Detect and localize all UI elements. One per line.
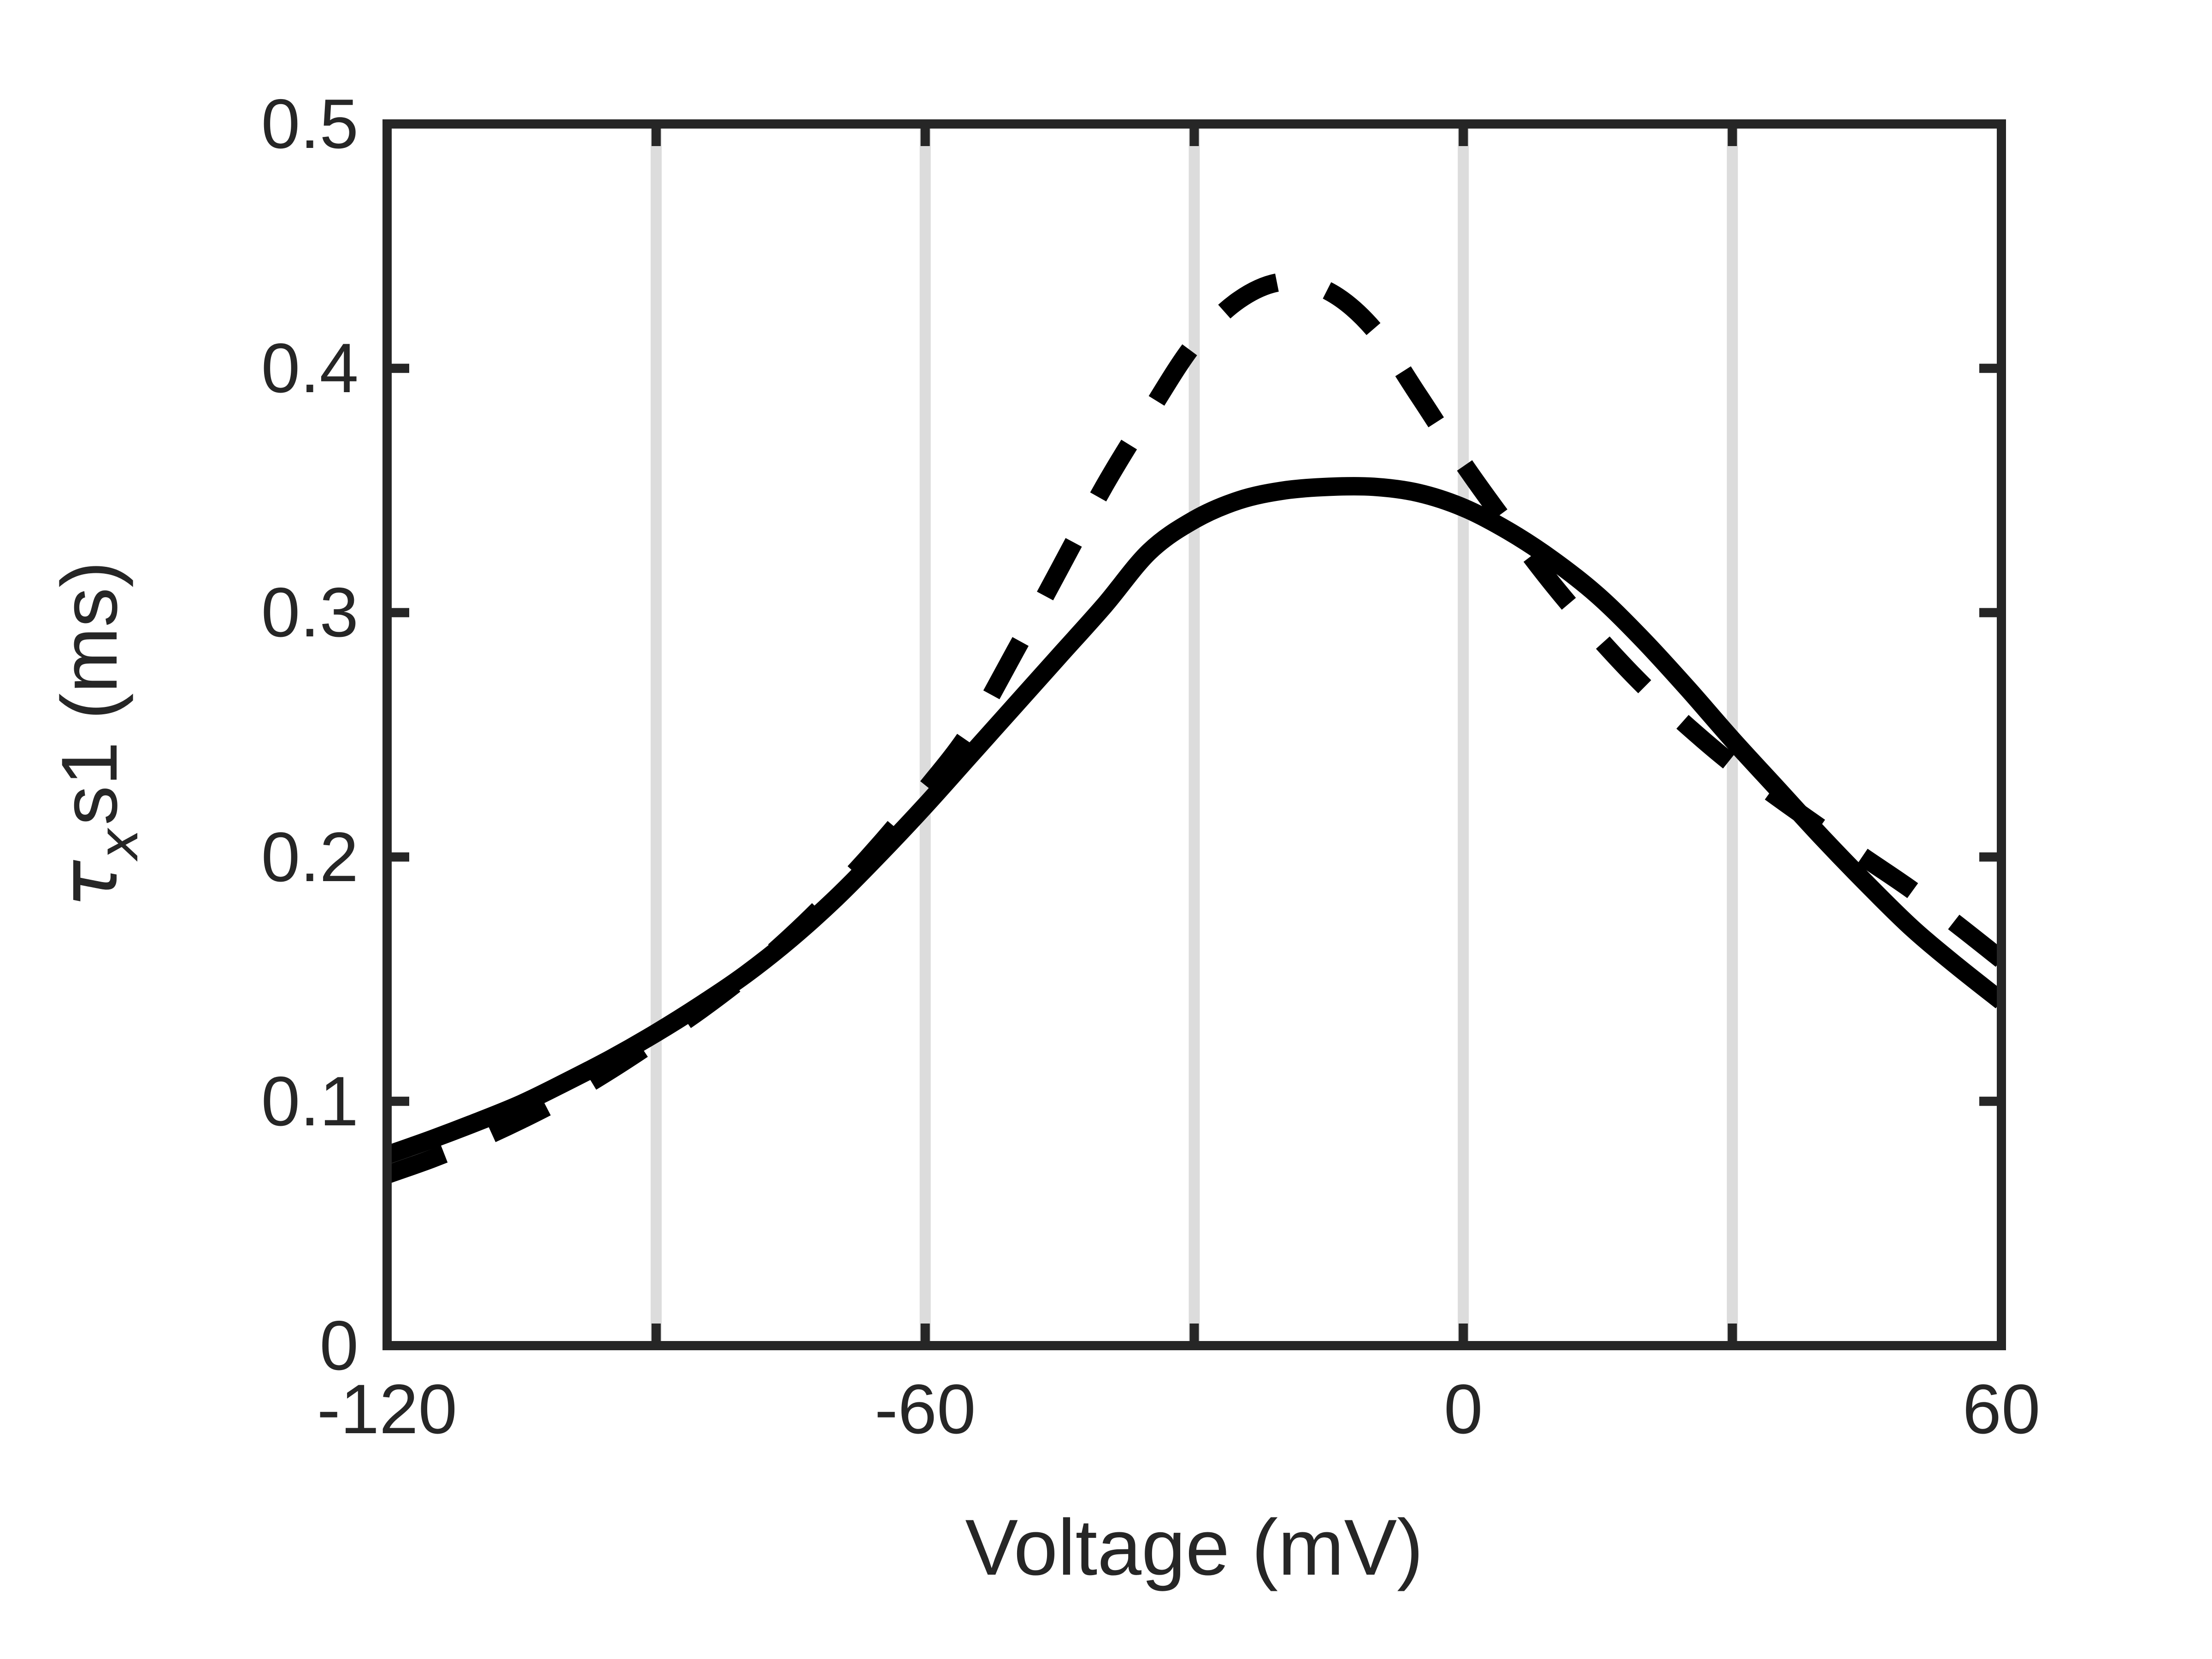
y-tick-label-0.1: 0.1: [261, 1062, 359, 1141]
y-tick-label-0.2: 0.2: [261, 818, 359, 896]
ylabel-suffix: s1 (ms): [45, 561, 134, 825]
x-axis-title: Voltage (mV): [965, 1503, 1424, 1592]
x-tick-label-0: 0: [1444, 1370, 1483, 1448]
ylabel-tau-symbol: τ: [43, 860, 135, 908]
y-tick-label-0: 0: [319, 1306, 359, 1385]
y-tick-label-0.3: 0.3: [261, 573, 359, 652]
curve-solid: [387, 477, 2001, 1164]
x-tick-label--60: -60: [874, 1370, 976, 1448]
ylabel-subscript: x: [87, 828, 150, 860]
x-tick-label-60: 60: [1962, 1370, 2041, 1448]
y-axis-title: τxs1 (ms): [43, 561, 150, 908]
y-tick-label-0.4: 0.4: [261, 329, 359, 408]
y-tick-label-0.5: 0.5: [261, 85, 359, 163]
x-tick-label--120: -120: [317, 1370, 458, 1448]
curve-dashed: [387, 272, 2001, 1183]
curves-layer: [387, 272, 2001, 1183]
y-tick-labels: 0 0.1 0.2 0.3 0.4 0.5: [0, 0, 359, 1659]
